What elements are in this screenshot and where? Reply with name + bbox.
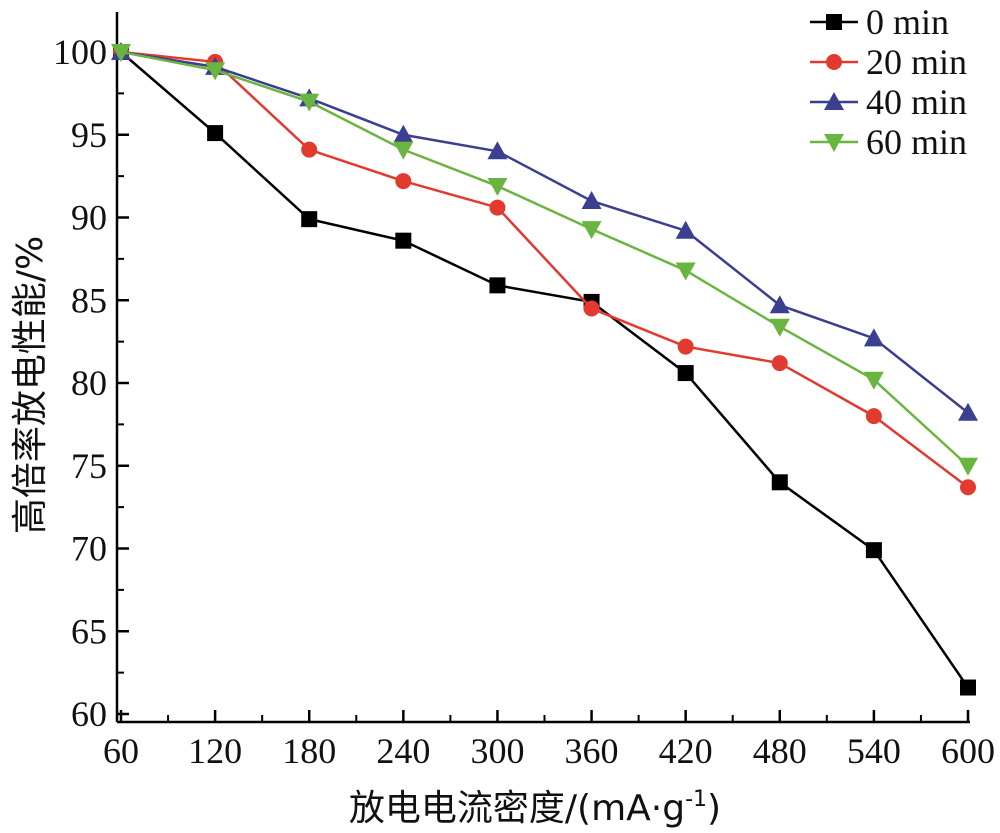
series-60-min — [111, 44, 978, 476]
data-point — [299, 93, 320, 112]
data-point — [489, 199, 506, 216]
data-point — [863, 371, 884, 390]
data-point — [865, 408, 882, 425]
data-point — [675, 262, 696, 281]
data-point — [395, 232, 412, 249]
data-point — [769, 295, 790, 314]
x-tick-label: 360 — [565, 731, 619, 771]
data-point — [489, 277, 506, 294]
x-tick-label: 600 — [941, 731, 995, 771]
y-tick-label: 75 — [71, 446, 107, 486]
data-point — [207, 125, 224, 142]
y-tick-label: 60 — [71, 694, 107, 734]
legend-item: 20 min — [810, 42, 967, 82]
x-tick-label: 300 — [470, 731, 524, 771]
y-tick-label: 80 — [71, 363, 107, 403]
data-point — [771, 355, 788, 372]
x-axis-label: 放电电流密度/(mA·g-1) — [349, 787, 721, 829]
legend-marker — [826, 54, 842, 70]
legend-item: 40 min — [810, 82, 967, 122]
data-point — [111, 44, 131, 62]
data-point — [771, 474, 788, 491]
series-line — [120, 50, 969, 489]
x-tick-label: 540 — [847, 731, 901, 771]
data-point — [863, 328, 884, 347]
data-point — [581, 221, 602, 240]
data-point — [301, 141, 318, 158]
data-point — [675, 220, 696, 239]
data-point — [487, 178, 508, 197]
series-line — [120, 50, 969, 467]
series-0-min — [113, 44, 976, 696]
data-point — [865, 542, 882, 559]
data-point — [769, 318, 790, 337]
data-point — [393, 141, 414, 160]
data-point — [677, 338, 694, 355]
series-layer — [111, 42, 978, 696]
legend-item: 60 min — [810, 122, 967, 162]
y-tick-label: 70 — [71, 529, 107, 569]
data-point — [960, 479, 976, 496]
x-tick-label: 60 — [103, 731, 139, 771]
legend-label: 60 min — [866, 122, 967, 162]
legend-marker — [824, 92, 844, 110]
y-tick-label: 95 — [71, 115, 107, 155]
y-tick-label: 100 — [53, 32, 107, 72]
y-tick-label: 85 — [71, 280, 107, 320]
y-tick-label: 90 — [71, 198, 107, 238]
data-point — [583, 300, 600, 317]
series-line — [120, 51, 970, 689]
series-line — [120, 50, 969, 414]
legend-marker — [826, 14, 842, 30]
data-point — [581, 190, 602, 209]
series-20-min — [113, 44, 976, 496]
data-point — [393, 124, 414, 143]
data-point — [205, 62, 226, 81]
y-axis-label: 高倍率放电性能/% — [10, 236, 51, 534]
data-point — [301, 211, 318, 228]
legend-label: 20 min — [866, 42, 967, 82]
data-point — [487, 141, 508, 160]
data-point — [960, 679, 976, 696]
data-point — [958, 457, 978, 476]
legend-marker — [824, 134, 844, 152]
y-tick-label: 65 — [71, 611, 107, 651]
x-tick-label: 120 — [188, 731, 242, 771]
x-tick-label: 480 — [753, 731, 807, 771]
data-point — [958, 402, 978, 421]
x-tick-label: 420 — [659, 731, 713, 771]
data-point — [677, 365, 694, 382]
x-tick-label: 240 — [376, 731, 430, 771]
axes: 60 65 70 75 80 85 90 95 100 60 120 180 240 300 360 420 4… — [53, 12, 995, 771]
legend-item: 0 min — [810, 2, 949, 42]
x-tick-label: 180 — [282, 731, 336, 771]
legend-label: 40 min — [866, 82, 967, 122]
legend-label: 0 min — [866, 2, 949, 42]
data-point — [395, 173, 412, 190]
